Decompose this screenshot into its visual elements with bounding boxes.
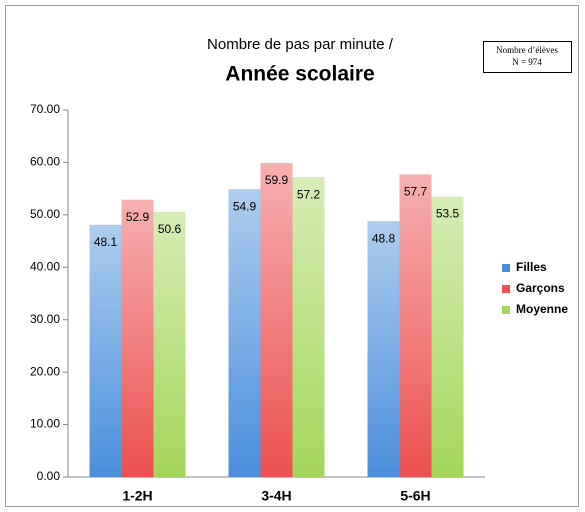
chart-subtitle: Année scolaire (225, 63, 374, 86)
data-label: 48.1 (94, 235, 118, 249)
x-tick-label: 5-6H (400, 488, 430, 504)
data-label: 52.9 (126, 210, 150, 224)
bar (89, 224, 122, 477)
data-label: 54.9 (233, 199, 257, 213)
bar (292, 177, 325, 477)
legend-swatch (502, 306, 510, 314)
bar (367, 221, 400, 477)
bar (260, 162, 293, 477)
y-tick-label: 60.00 (30, 155, 60, 169)
y-tick-label: 70.00 (30, 102, 60, 116)
y-tick-label: 10.00 (30, 417, 60, 431)
annotation: Nombre d’élèves (496, 45, 558, 55)
bar (228, 189, 261, 477)
x-tick-label: 3-4H (261, 488, 291, 504)
legend-label: Filles (516, 260, 547, 274)
legend-label: Garçons (516, 281, 565, 295)
legend-swatch (502, 285, 510, 293)
annotation: N = 974 (512, 57, 542, 67)
data-label: 59.9 (265, 173, 289, 187)
data-label: 57.2 (297, 187, 321, 201)
y-tick-label: 0.00 (37, 469, 61, 483)
bar (121, 199, 154, 477)
y-tick-label: 40.00 (30, 259, 60, 273)
data-label: 57.7 (404, 185, 428, 199)
y-tick-label: 20.00 (30, 364, 60, 378)
data-label: 48.8 (372, 231, 396, 245)
bar (153, 211, 186, 477)
y-tick-label: 30.00 (30, 312, 60, 326)
bar (399, 174, 432, 478)
data-label: 50.6 (158, 222, 182, 236)
legend-swatch (502, 264, 510, 272)
y-tick-label: 50.00 (30, 207, 60, 221)
x-tick-label: 1-2H (122, 488, 152, 504)
bar (431, 196, 464, 477)
annotation-box (483, 41, 572, 73)
data-label: 53.5 (436, 207, 460, 221)
legend-label: Moyenne (516, 302, 568, 316)
chart-title: Nombre de pas par minute / (207, 36, 394, 53)
